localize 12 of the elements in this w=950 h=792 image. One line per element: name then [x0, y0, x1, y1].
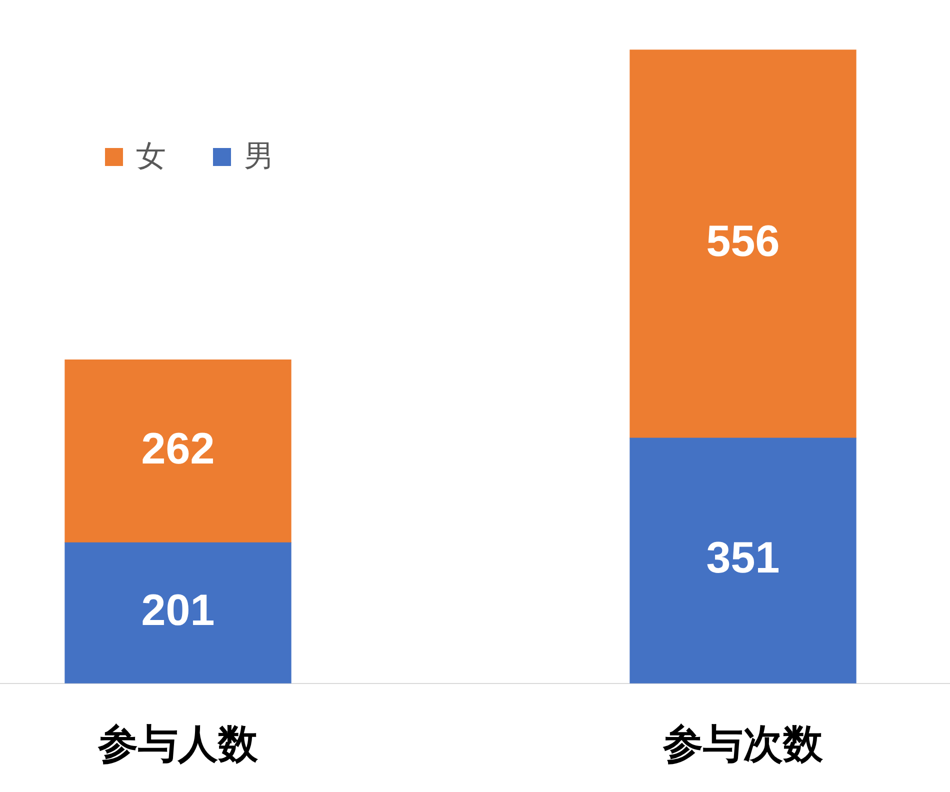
- x-tick-label: 参与次数: [662, 721, 824, 768]
- bar: [630, 438, 856, 684]
- data-label: 351: [706, 534, 780, 583]
- bar: [630, 50, 856, 438]
- bar: [64, 360, 292, 544]
- legend-label: 男: [244, 138, 274, 176]
- data-label: 556: [706, 217, 780, 266]
- bar: [64, 542, 292, 684]
- data-label: 201: [141, 586, 215, 635]
- x-tick-label: 参与人数: [97, 721, 259, 768]
- data-label: 262: [141, 424, 215, 474]
- legend-label: 女: [136, 138, 166, 176]
